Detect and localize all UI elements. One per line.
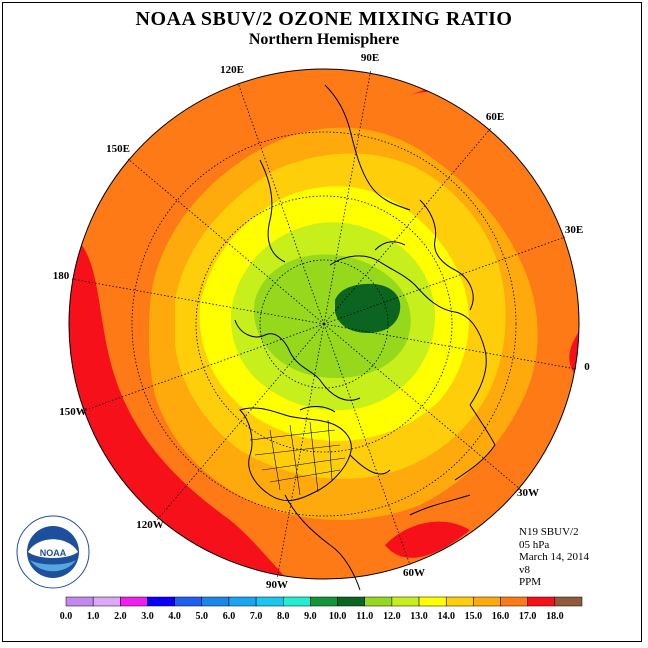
colorbar-tick-label: 13.0	[410, 611, 428, 622]
colorbar-swatch	[228, 596, 257, 607]
lon-label-0: 0	[584, 361, 590, 373]
colorbar-swatch	[255, 596, 284, 607]
colorbar-tick-label: 10.0	[329, 611, 347, 622]
colorbar-tick-label: 7.0	[250, 611, 263, 622]
colorbar-tick-label: 14.0	[437, 611, 455, 622]
colorbar-swatch	[418, 596, 447, 607]
lon-label-150e: 150E	[106, 143, 130, 155]
info-date: March 14, 2014	[519, 551, 589, 563]
map-boundary	[68, 68, 580, 580]
colorbar-swatch	[65, 596, 94, 607]
logo-water	[30, 560, 76, 572]
colorbar: 0.0 1.0 2.0 3.0 4.0 5.0 6.0 7.0 8.0 9.0 10.0 11.0 12…	[60, 596, 583, 622]
coastlines	[234, 84, 496, 591]
colorbar-tick-label: 6.0	[223, 611, 236, 622]
colorbar-swatch	[201, 596, 230, 607]
page-title: NOAA SBUV/2 OZONE MIXING RATIO	[135, 8, 513, 30]
colorbar-swatch	[500, 596, 528, 607]
colorbar-swatch	[364, 596, 393, 607]
colorbar-swatch	[445, 596, 474, 607]
colorbar-swatch	[283, 596, 311, 607]
lon-label-90w: 90W	[266, 579, 288, 591]
colorbar-tick-label: 18.0	[546, 611, 564, 622]
graticule	[71, 68, 577, 580]
logo-text: NOAA	[40, 548, 67, 558]
colorbar-swatch	[391, 596, 420, 607]
colorbar-swatch	[120, 596, 148, 607]
lon-label-30w: 30W	[517, 487, 539, 499]
colorbar-tick-label: 15.0	[465, 611, 483, 622]
lon-label-120e: 120E	[220, 64, 244, 76]
logo-bird	[28, 539, 78, 558]
colorbar-tick-label: 16.0	[492, 611, 510, 622]
colorbar-swatch	[527, 596, 556, 607]
colorbar-swatch	[554, 596, 583, 607]
colorbar-swatch	[337, 596, 365, 607]
colorbar-tick-label: 12.0	[383, 611, 401, 622]
colorbar-tick-label: 1.0	[87, 611, 100, 622]
figure-frame	[2, 2, 642, 642]
colorbar-swatch	[92, 596, 121, 607]
colorbar-tick-label: 2.0	[114, 611, 127, 622]
colorbar-tick-label: 9.0	[304, 611, 317, 622]
info-satellite: N19 SBUV/2	[519, 526, 579, 538]
colorbar-tick-label: 11.0	[356, 611, 373, 622]
longitude-labels: 90E 60E 30E 0 30W 60W 90W 120W 150W 180 …	[53, 52, 591, 591]
colorbar-swatch	[310, 596, 338, 607]
lon-label-90e: 90E	[361, 52, 379, 64]
colorbar-swatch	[473, 596, 501, 607]
info-units: PPM	[519, 576, 542, 588]
region-16-17-east	[569, 320, 579, 385]
lon-label-60w: 60W	[403, 567, 425, 579]
lon-label-120w: 120W	[136, 519, 164, 531]
lon-label-60e: 60E	[486, 111, 504, 123]
colorbar-tick-label: 8.0	[277, 611, 290, 622]
info-block: N19 SBUV/2 05 hPa March 14, 2014 v8 PPM	[519, 526, 589, 589]
colorbar-tick-label: 17.0	[519, 611, 537, 622]
colorbar-tick-label: 4.0	[168, 611, 181, 622]
page-subtitle: Northern Hemisphere	[248, 31, 400, 48]
colorbar-swatch	[174, 596, 203, 607]
colorbar-tick-label: 0.0	[60, 611, 73, 622]
usa-state-borders	[249, 419, 346, 496]
noaa-logo: NOAA	[16, 515, 90, 589]
colorbar-tick-label: 3.0	[141, 611, 154, 622]
colorbar-tick-label: 5.0	[196, 611, 209, 622]
info-level: 05 hPa	[519, 538, 550, 551]
lon-label-150w: 150W	[59, 406, 87, 418]
info-version: v8	[519, 563, 530, 576]
colorbar-swatch	[147, 596, 175, 607]
lon-label-180: 180	[53, 270, 70, 282]
region-16-17-south	[385, 521, 470, 558]
lon-label-30e: 30E	[565, 224, 583, 236]
ozone-field	[69, 69, 579, 579]
